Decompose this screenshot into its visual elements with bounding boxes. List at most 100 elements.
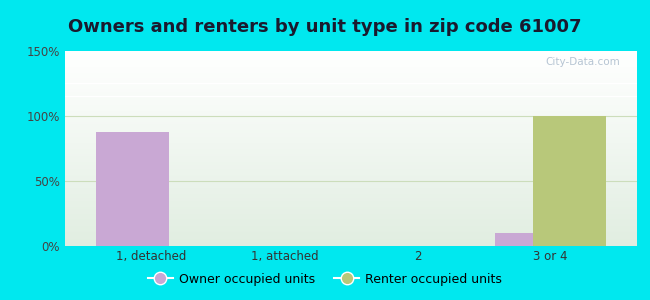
Bar bbox=[65, 116, 637, 117]
Bar bbox=[65, 213, 637, 214]
Bar bbox=[65, 225, 637, 226]
Bar bbox=[65, 145, 637, 146]
Bar bbox=[65, 244, 637, 245]
Bar bbox=[65, 232, 637, 233]
Bar bbox=[65, 62, 637, 63]
Bar bbox=[65, 55, 637, 56]
Bar bbox=[65, 135, 637, 136]
Bar bbox=[65, 125, 637, 126]
Bar bbox=[65, 214, 637, 215]
Bar bbox=[65, 93, 637, 94]
Bar bbox=[65, 54, 637, 55]
Bar bbox=[65, 71, 637, 72]
Bar bbox=[65, 69, 637, 70]
Bar bbox=[65, 212, 637, 213]
Bar bbox=[65, 67, 637, 68]
Bar bbox=[65, 155, 637, 156]
Bar bbox=[65, 72, 637, 73]
Bar bbox=[65, 73, 637, 74]
Bar bbox=[65, 209, 637, 210]
Bar bbox=[65, 79, 637, 80]
Bar bbox=[65, 185, 637, 186]
Bar bbox=[65, 76, 637, 77]
Bar bbox=[65, 220, 637, 221]
Bar bbox=[65, 102, 637, 103]
Bar bbox=[65, 81, 637, 82]
Bar bbox=[65, 240, 637, 241]
Bar bbox=[65, 95, 637, 96]
Bar bbox=[65, 245, 637, 246]
Bar bbox=[65, 208, 637, 209]
Bar bbox=[65, 177, 637, 178]
Bar bbox=[65, 205, 637, 206]
Bar bbox=[65, 82, 637, 83]
Bar bbox=[65, 188, 637, 189]
Bar bbox=[65, 160, 637, 161]
Bar bbox=[65, 144, 637, 145]
Bar bbox=[65, 91, 637, 92]
Bar bbox=[65, 84, 637, 85]
Bar bbox=[65, 105, 637, 106]
Bar bbox=[65, 112, 637, 113]
Bar bbox=[65, 99, 637, 100]
Bar bbox=[65, 186, 637, 187]
Bar bbox=[65, 57, 637, 58]
Bar bbox=[65, 127, 637, 128]
Bar bbox=[65, 61, 637, 62]
Bar bbox=[65, 75, 637, 76]
Bar bbox=[65, 152, 637, 153]
Bar bbox=[65, 118, 637, 119]
Bar bbox=[65, 113, 637, 114]
Bar bbox=[65, 228, 637, 229]
Bar bbox=[65, 70, 637, 71]
Bar bbox=[65, 60, 637, 61]
Bar bbox=[65, 192, 637, 193]
Bar bbox=[65, 235, 637, 236]
Bar bbox=[65, 229, 637, 230]
Bar bbox=[65, 217, 637, 218]
Bar bbox=[65, 110, 637, 111]
Bar bbox=[65, 88, 637, 89]
Bar bbox=[65, 222, 637, 223]
Bar bbox=[65, 210, 637, 211]
Bar bbox=[65, 236, 637, 237]
Bar bbox=[65, 216, 637, 217]
Bar bbox=[65, 158, 637, 159]
Bar bbox=[65, 204, 637, 205]
Bar bbox=[65, 130, 637, 131]
Bar bbox=[65, 59, 637, 60]
Bar bbox=[65, 151, 637, 152]
Bar bbox=[65, 128, 637, 129]
Bar bbox=[65, 74, 637, 75]
Bar bbox=[65, 103, 637, 104]
Bar bbox=[65, 156, 637, 157]
Bar bbox=[65, 65, 637, 66]
Bar bbox=[65, 166, 637, 167]
Bar bbox=[65, 182, 637, 183]
Bar bbox=[65, 215, 637, 216]
Bar bbox=[65, 226, 637, 227]
Bar bbox=[65, 131, 637, 132]
Bar bbox=[65, 224, 637, 225]
Bar bbox=[65, 162, 637, 163]
Bar bbox=[65, 231, 637, 232]
Bar bbox=[65, 195, 637, 196]
Legend: Owner occupied units, Renter occupied units: Owner occupied units, Renter occupied un… bbox=[143, 268, 507, 291]
Bar bbox=[65, 190, 637, 191]
Bar bbox=[65, 123, 637, 124]
Bar bbox=[65, 221, 637, 222]
Bar bbox=[65, 122, 637, 123]
Bar bbox=[65, 187, 637, 188]
Bar bbox=[65, 63, 637, 64]
Bar bbox=[65, 159, 637, 160]
Text: City-Data.com: City-Data.com bbox=[545, 57, 620, 67]
Bar bbox=[65, 119, 637, 120]
Bar bbox=[65, 183, 637, 184]
Bar bbox=[65, 193, 637, 194]
Bar bbox=[65, 172, 637, 173]
Bar bbox=[65, 219, 637, 220]
Bar bbox=[65, 233, 637, 234]
Bar bbox=[65, 242, 637, 243]
Bar bbox=[65, 197, 637, 198]
Bar bbox=[65, 86, 637, 87]
